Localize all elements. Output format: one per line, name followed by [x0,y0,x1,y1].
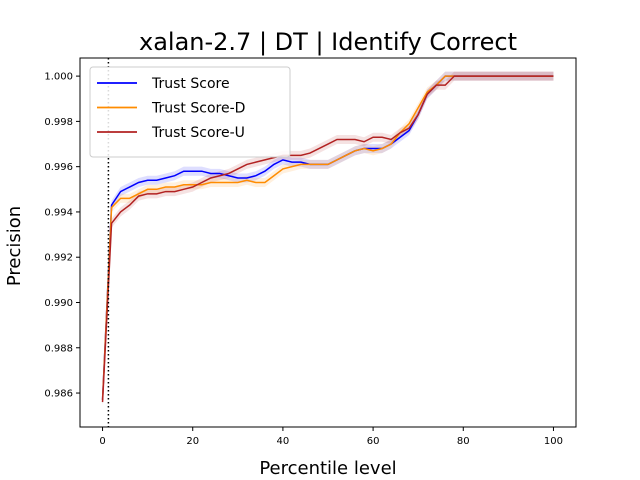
y-tick-label: 0.988 [44,343,73,354]
y-tick-label: 0.996 [44,162,73,173]
legend-label: Trust Score-U [151,125,245,141]
legend: Trust Score Trust Score-D Trust Score-U [89,66,291,158]
x-axis-label: Percentile level [259,458,396,479]
x-tick-label: 100 [544,436,563,447]
y-axis-label: Precision [4,206,25,286]
x-axis: 0 20 40 60 80 100 [99,427,563,447]
y-tick-label: 0.990 [44,298,73,309]
legend-box [89,66,291,158]
x-tick-label: 80 [457,436,470,447]
x-tick-label: 40 [277,436,290,447]
chart-title: xalan-2.7 | DT | Identify Correct [139,28,517,56]
y-tick-label: 0.994 [44,207,73,218]
legend-label: Trust Score [151,76,230,92]
x-tick-label: 60 [367,436,380,447]
x-tick-label: 0 [99,436,105,447]
legend-label: Trust Score-D [151,101,245,117]
y-tick-label: 0.992 [44,253,73,264]
series-2-line [101,75,554,403]
x-tick-label: 20 [186,436,199,447]
plot-frame [79,57,577,428]
y-tick-label: 0.986 [44,389,73,400]
y-tick-label: 1.000 [44,72,73,83]
y-tick-label: 0.998 [44,117,73,128]
y-axis: 0.986 0.988 0.990 0.992 0.994 0.996 0.998 1.000 [44,72,80,400]
